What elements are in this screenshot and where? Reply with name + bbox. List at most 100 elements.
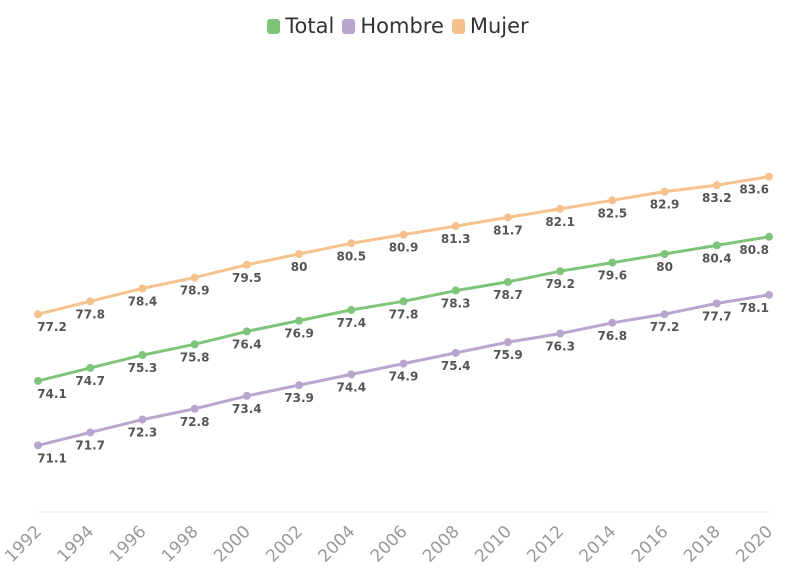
data-label-total-2016: 80 xyxy=(656,260,673,274)
data-point-hombre-2010 xyxy=(503,338,512,347)
data-label-mujer-1996: 78.4 xyxy=(128,294,158,308)
x-tick-label-2000: 2000 xyxy=(210,522,255,567)
data-point-mujer-2002 xyxy=(295,250,304,258)
data-label-hombre-2000: 73.4 xyxy=(232,402,262,416)
data-label-hombre-2012: 76.3 xyxy=(545,340,575,354)
x-tick-label-2018: 2018 xyxy=(680,522,725,567)
data-point-mujer-2018 xyxy=(712,181,721,190)
data-label-mujer-2002: 80 xyxy=(291,260,308,274)
data-label-hombre-2004: 74.4 xyxy=(336,380,366,394)
data-point-total-1994 xyxy=(86,363,95,372)
x-tick-label-1994: 1994 xyxy=(53,522,98,567)
data-point-hombre-2014 xyxy=(608,318,617,327)
data-point-mujer-2000 xyxy=(242,260,251,269)
data-point-mujer-2004 xyxy=(347,239,356,248)
data-label-hombre-1996: 72.3 xyxy=(128,426,158,440)
data-label-mujer-2018: 83.2 xyxy=(702,191,732,205)
data-label-hombre-1994: 71.7 xyxy=(75,438,105,452)
x-tick-label-2004: 2004 xyxy=(315,522,360,567)
data-label-hombre-1998: 72.8 xyxy=(180,415,210,429)
data-point-mujer-2008 xyxy=(451,222,460,231)
data-point-total-2018 xyxy=(712,241,721,250)
data-label-total-2012: 79.2 xyxy=(545,277,575,291)
data-point-mujer-1996 xyxy=(138,284,147,293)
data-label-total-2004: 77.4 xyxy=(336,316,366,330)
data-point-mujer-2014 xyxy=(608,196,617,205)
data-point-total-2012 xyxy=(556,267,565,276)
x-tick-label-2002: 2002 xyxy=(262,522,307,567)
data-point-hombre-2020 xyxy=(765,290,773,299)
data-point-mujer-1994 xyxy=(86,297,95,306)
data-label-mujer-2004: 80.5 xyxy=(336,249,366,263)
data-label-hombre-1992: 71.1 xyxy=(37,451,67,465)
data-point-hombre-1992 xyxy=(34,441,42,450)
data-label-total-2006: 77.8 xyxy=(389,307,419,321)
data-label-total-1994: 74.7 xyxy=(75,374,105,388)
data-point-hombre-2008 xyxy=(451,348,460,357)
data-label-hombre-2018: 77.7 xyxy=(702,309,732,323)
x-tick-label-2012: 2012 xyxy=(523,522,568,567)
data-point-hombre-2012 xyxy=(556,329,565,338)
data-point-total-2020 xyxy=(765,232,773,241)
data-point-total-2016 xyxy=(660,250,669,258)
data-point-total-2008 xyxy=(451,286,460,295)
data-label-hombre-2020: 78.1 xyxy=(739,301,769,315)
data-label-mujer-1994: 77.8 xyxy=(75,307,105,321)
data-point-mujer-2006 xyxy=(399,230,408,239)
data-point-mujer-2020 xyxy=(765,172,773,181)
legend-swatch-mujer xyxy=(451,18,465,34)
x-tick-label-1992: 1992 xyxy=(1,522,46,567)
data-label-mujer-1992: 77.2 xyxy=(37,320,67,334)
data-label-total-2008: 78.3 xyxy=(441,297,471,311)
data-point-mujer-2012 xyxy=(556,204,565,213)
data-label-total-1996: 75.3 xyxy=(128,361,158,375)
data-label-hombre-2008: 75.4 xyxy=(441,359,471,373)
legend-item-total[interactable]: Total xyxy=(267,14,334,38)
legend-label-hombre: Hombre xyxy=(360,14,444,38)
data-label-total-2014: 79.6 xyxy=(598,269,628,283)
legend: Total Hombre Mujer xyxy=(0,14,796,38)
data-label-mujer-2008: 81.3 xyxy=(441,232,471,246)
data-label-mujer-2016: 82.9 xyxy=(650,198,680,212)
data-point-mujer-2016 xyxy=(660,187,669,196)
data-label-mujer-2012: 82.1 xyxy=(545,215,575,229)
data-label-hombre-2014: 76.8 xyxy=(598,329,628,343)
data-label-total-2002: 76.9 xyxy=(284,327,314,341)
x-tick-label-2016: 2016 xyxy=(628,522,673,567)
data-label-total-2018: 80.4 xyxy=(702,251,732,265)
data-point-total-1996 xyxy=(138,351,147,360)
data-point-hombre-1996 xyxy=(138,415,147,424)
legend-label-total: Total xyxy=(285,14,335,38)
data-point-hombre-2018 xyxy=(712,299,721,308)
x-tick-label-1998: 1998 xyxy=(158,522,203,567)
data-label-mujer-2010: 81.7 xyxy=(493,223,523,237)
legend-item-hombre[interactable]: Hombre xyxy=(342,14,444,38)
data-point-total-1998 xyxy=(190,340,199,349)
data-point-hombre-2016 xyxy=(660,310,669,319)
x-tick-label-1996: 1996 xyxy=(106,522,151,567)
x-tick-label-2008: 2008 xyxy=(419,522,464,567)
data-label-mujer-1998: 78.9 xyxy=(180,284,210,298)
data-point-mujer-1998 xyxy=(190,273,199,282)
x-tick-label-2006: 2006 xyxy=(367,522,412,567)
data-label-mujer-2014: 82.5 xyxy=(598,206,628,220)
data-point-hombre-1998 xyxy=(190,404,199,413)
data-label-total-2010: 78.7 xyxy=(493,288,523,302)
data-label-hombre-2006: 74.9 xyxy=(389,370,419,384)
data-point-mujer-1992 xyxy=(34,310,42,319)
data-point-hombre-2004 xyxy=(347,370,356,379)
data-label-hombre-2016: 77.2 xyxy=(650,320,680,334)
x-tick-label-2014: 2014 xyxy=(576,522,621,567)
data-point-total-2002 xyxy=(295,316,304,325)
legend-label-mujer: Mujer xyxy=(469,14,529,38)
data-label-total-1998: 75.8 xyxy=(180,350,210,364)
data-point-total-2000 xyxy=(242,327,251,336)
data-point-total-2010 xyxy=(503,277,512,286)
legend-item-mujer[interactable]: Mujer xyxy=(451,14,529,38)
data-point-total-2004 xyxy=(347,305,356,314)
data-point-total-2014 xyxy=(608,258,617,267)
data-label-hombre-2010: 75.9 xyxy=(493,348,523,362)
data-point-hombre-2006 xyxy=(399,359,408,368)
data-label-total-2000: 76.4 xyxy=(232,337,262,351)
